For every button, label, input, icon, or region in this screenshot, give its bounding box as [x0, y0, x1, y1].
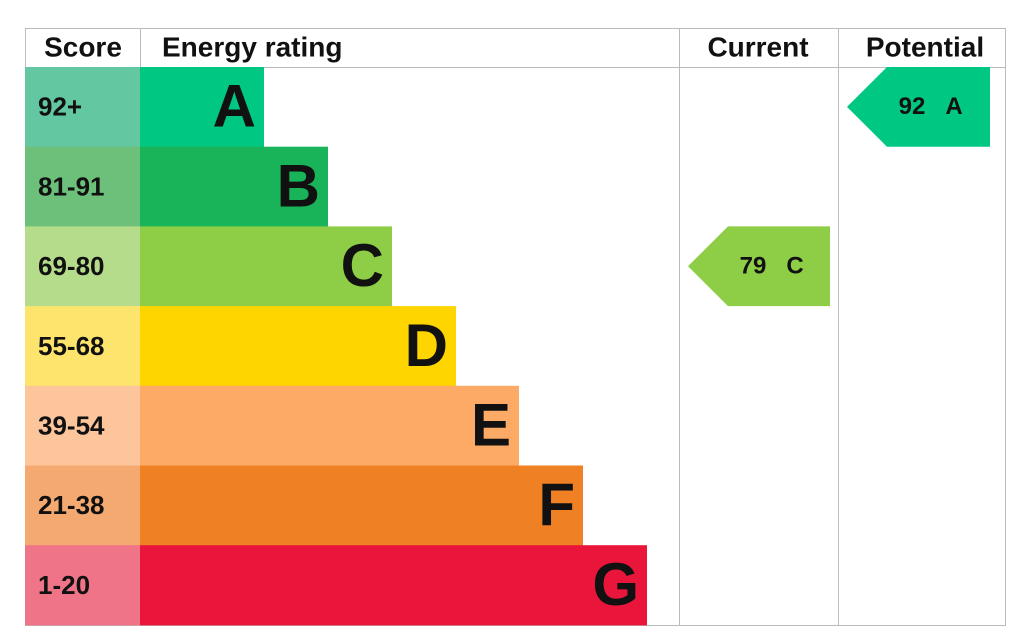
header-rating: Energy rating: [162, 31, 342, 62]
rating-letter: D: [405, 312, 448, 379]
score-label: 69-80: [38, 251, 105, 281]
rating-letter: B: [277, 152, 320, 219]
score-label: 92+: [38, 92, 82, 122]
score-cell: [25, 146, 140, 227]
score-cell: [25, 385, 140, 466]
rating-bar: [140, 385, 519, 466]
header-potential: Potential: [866, 31, 984, 62]
rating-bar: [140, 146, 328, 227]
rating-bar: [140, 465, 583, 546]
rating-bar: [140, 226, 392, 307]
header-current: Current: [707, 31, 808, 62]
rating-letter: E: [471, 391, 511, 458]
rating-letter: A: [213, 73, 256, 140]
potential-value: 92: [899, 93, 926, 120]
rating-letter: G: [592, 551, 639, 618]
header-score: Score: [44, 31, 122, 62]
rating-letter: C: [341, 232, 384, 299]
score-cell: [25, 545, 140, 626]
score-label: 21-38: [38, 490, 105, 520]
score-label: 39-54: [38, 411, 105, 441]
rating-bar: [140, 545, 647, 626]
current-value: 79: [740, 253, 767, 280]
current-letter: C: [786, 253, 803, 280]
rating-bar: [140, 306, 456, 387]
score-cell: [25, 306, 140, 387]
potential-letter: A: [945, 93, 962, 120]
score-label: 55-68: [38, 331, 105, 361]
rating-letter: F: [538, 471, 575, 538]
current-arrow: [688, 226, 830, 307]
rating-bar: [140, 67, 264, 148]
score-cell: [25, 465, 140, 546]
score-cell: [25, 67, 140, 148]
potential-arrow: [847, 67, 990, 147]
score-label: 1-20: [38, 570, 90, 600]
score-cell: [25, 226, 140, 307]
score-label: 81-91: [38, 171, 105, 201]
